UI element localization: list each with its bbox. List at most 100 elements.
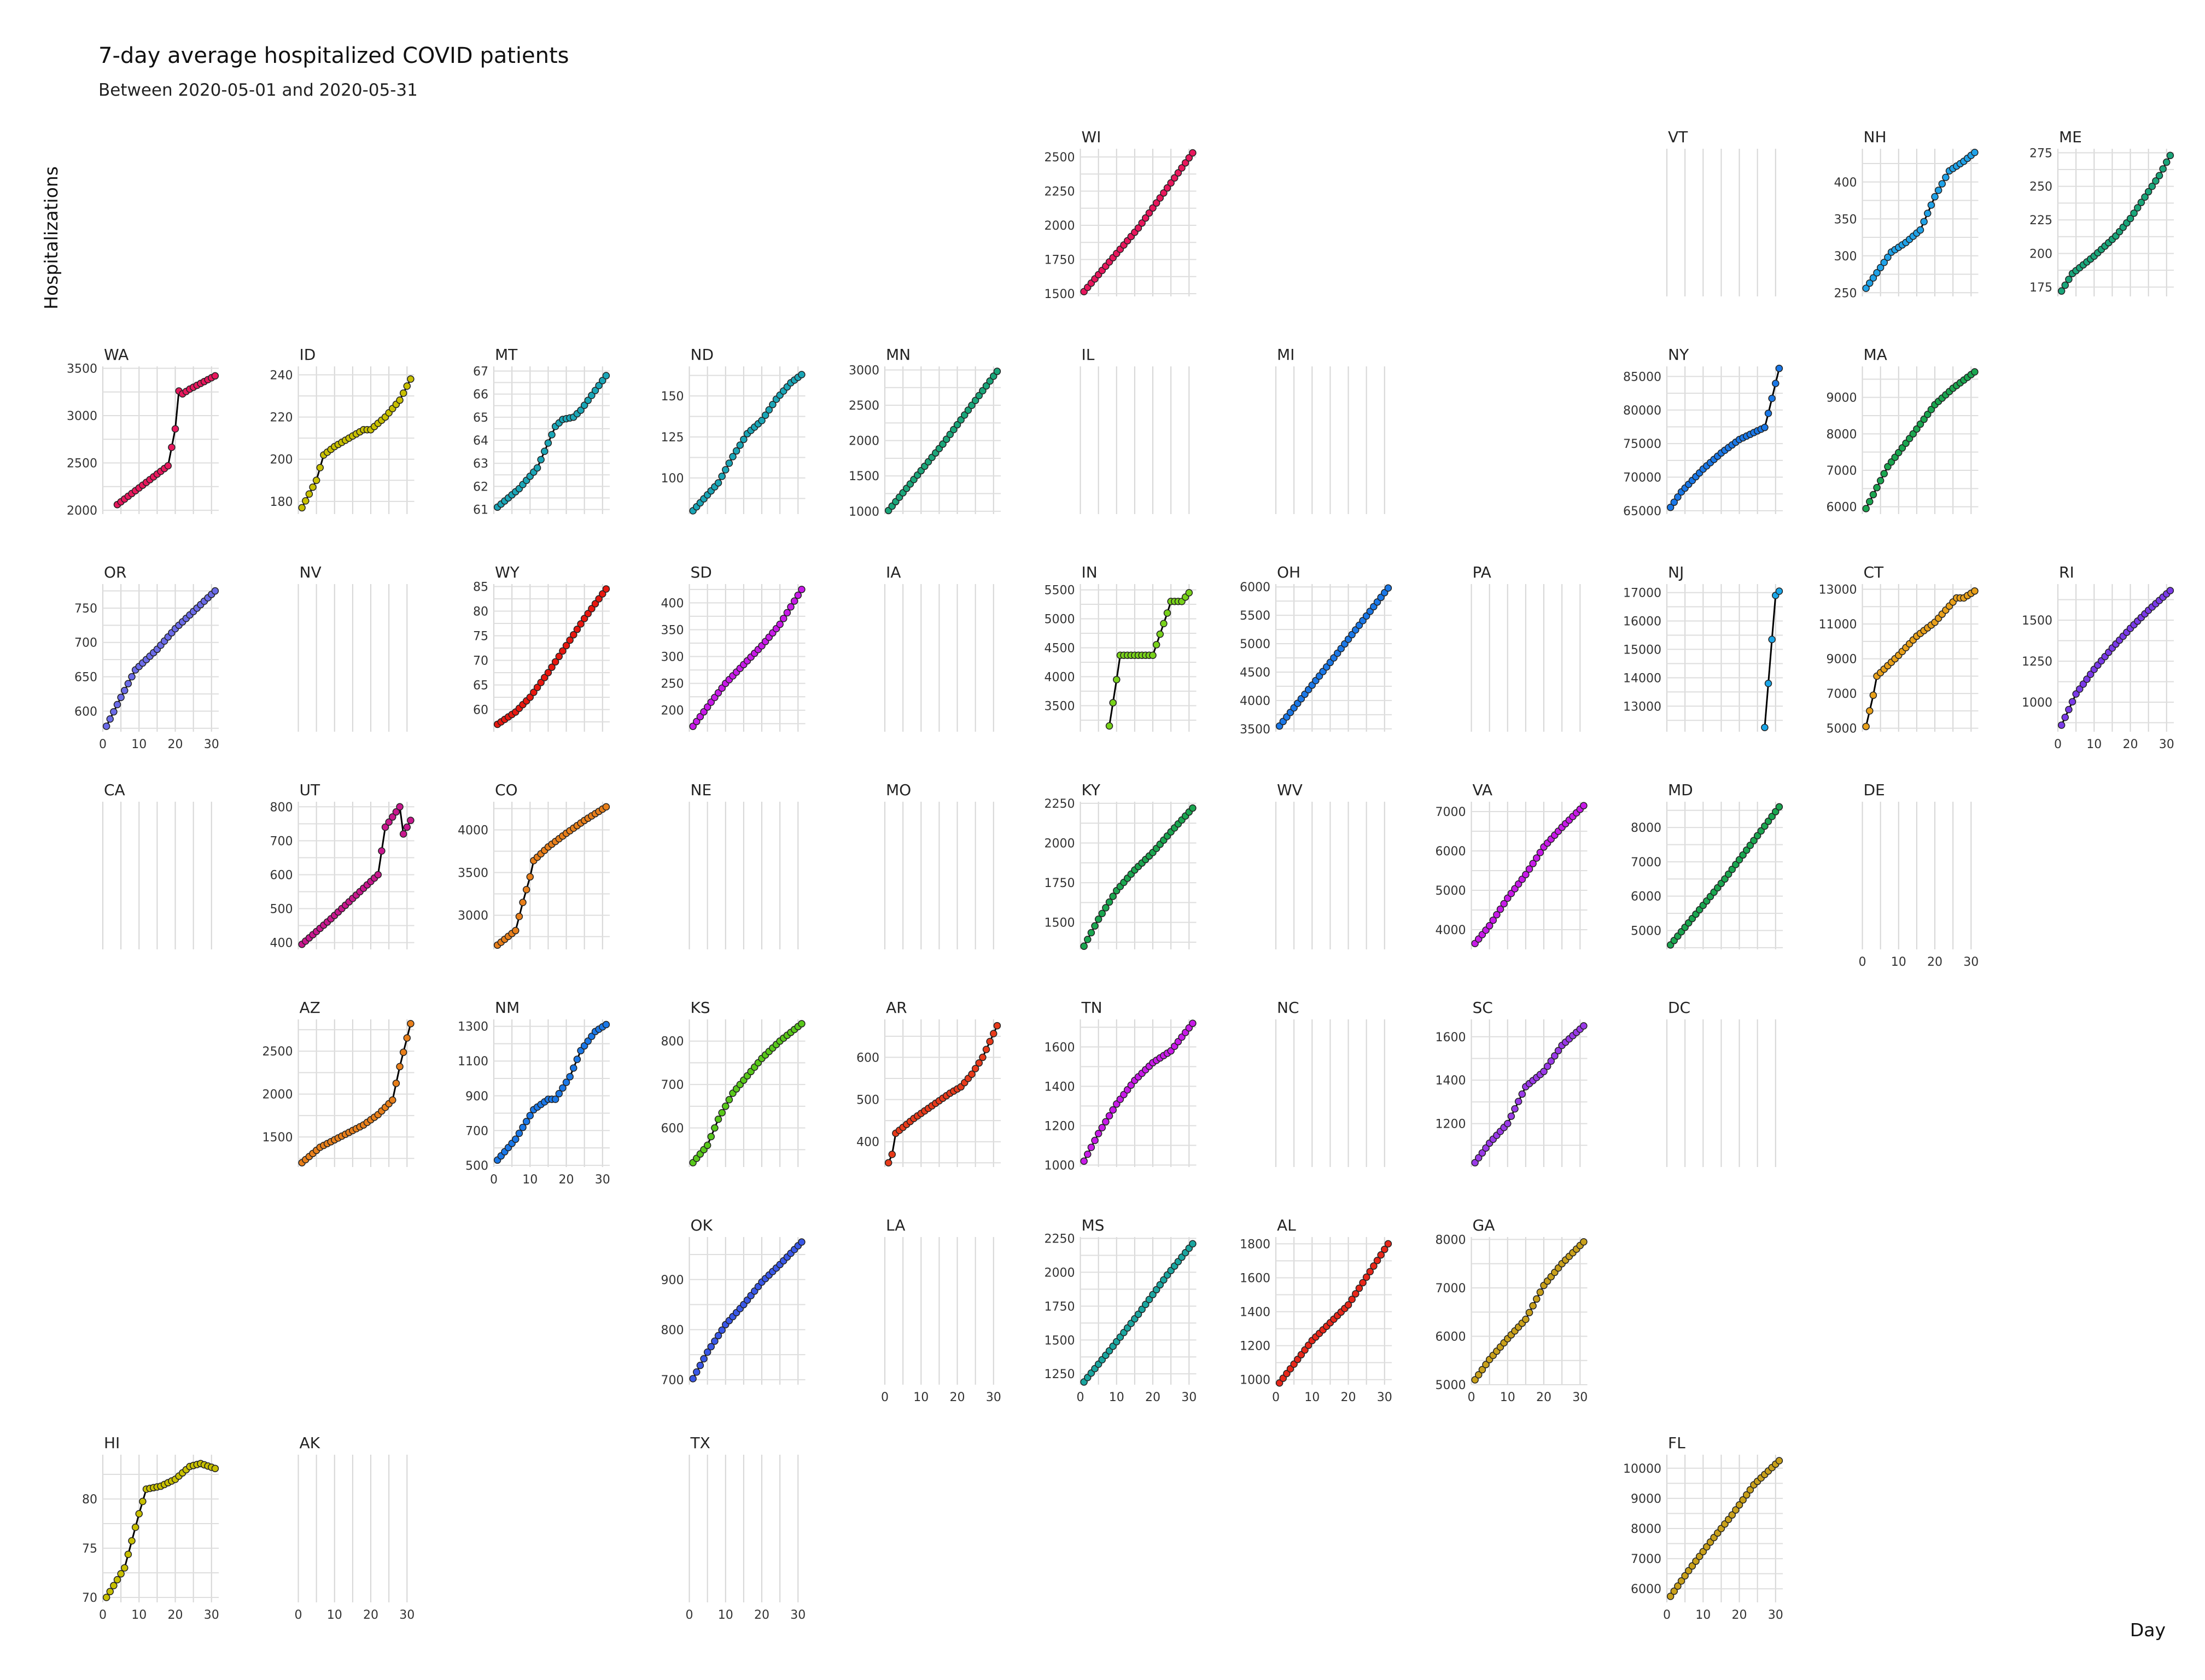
- y-tick-label: 2000: [1045, 219, 1075, 233]
- data-point: [1496, 905, 1504, 913]
- data-point: [1743, 1491, 1751, 1499]
- panel-label: TN: [1081, 999, 1102, 1017]
- data-point: [961, 411, 969, 419]
- y-tick-label: 13000: [1819, 584, 1857, 597]
- data-point: [689, 722, 697, 730]
- y-tick-label: 4000: [1436, 924, 1466, 937]
- data-point: [982, 1046, 990, 1053]
- data-point: [1504, 1119, 1512, 1128]
- data-point: [1152, 1286, 1160, 1294]
- data-point: [1384, 584, 1392, 592]
- y-tick-label: 350: [661, 623, 684, 637]
- panel-label: AR: [886, 999, 907, 1017]
- data-point: [1942, 173, 1950, 182]
- panel-dc: DC: [1666, 999, 1776, 1167]
- panel-pa: PA: [1471, 563, 1581, 732]
- y-tick-label: 8000: [1827, 428, 1857, 441]
- data-point: [1692, 1557, 1700, 1565]
- data-point: [1094, 1130, 1102, 1138]
- x-tick-label: 30: [986, 1391, 1001, 1404]
- data-point: [776, 620, 784, 628]
- data-point: [389, 813, 396, 821]
- data-point: [1703, 1543, 1711, 1551]
- x-tick-label: 10: [1304, 1391, 1320, 1404]
- panel-label: ME: [2059, 128, 2082, 146]
- data-point: [971, 396, 979, 405]
- data-point: [1471, 1376, 1479, 1384]
- data-point: [1909, 430, 1917, 438]
- y-tick-label: 5000: [1240, 638, 1270, 651]
- data-point: [986, 1037, 994, 1046]
- data-point: [714, 479, 722, 487]
- data-point: [1482, 1361, 1490, 1369]
- data-point: [121, 686, 129, 695]
- panel-nj: NJ 13000 14000 15000 16000 17000: [1623, 563, 1783, 732]
- x-tick-label: 10: [2086, 738, 2102, 751]
- y-tick-label: 5000: [1631, 924, 1661, 938]
- data-point: [1674, 1582, 1682, 1590]
- data-point: [1149, 204, 1157, 212]
- data-point: [1160, 1276, 1168, 1284]
- data-point: [559, 647, 567, 655]
- series-line: [301, 804, 412, 945]
- data-point: [135, 1510, 143, 1518]
- data-point: [131, 1524, 139, 1531]
- data-point: [1359, 1279, 1367, 1287]
- panel-label: SC: [1473, 999, 1493, 1017]
- data-point: [693, 1368, 701, 1376]
- data-point: [1580, 802, 1588, 809]
- data-point: [790, 597, 798, 605]
- x-tick-label: 20: [363, 1608, 378, 1622]
- y-tick-label: 6000: [1631, 1583, 1661, 1596]
- data-point: [1873, 483, 1881, 492]
- data-point: [1489, 916, 1497, 924]
- data-point: [1178, 164, 1186, 172]
- panel-label: KS: [691, 999, 710, 1017]
- y-tick-label: 7000: [1631, 856, 1661, 870]
- x-tick-label: 20: [1732, 1608, 1747, 1622]
- data-point: [968, 401, 976, 409]
- panel-sd: SD 200 250 300 350 400: [661, 563, 806, 732]
- data-point: [1138, 219, 1146, 227]
- x-tick-label: 30: [790, 1608, 806, 1622]
- panel-ut: UT 400 500 600 700 800: [270, 781, 415, 950]
- y-tick-label: 900: [465, 1090, 488, 1104]
- panel-label: WY: [495, 563, 520, 581]
- data-point: [780, 615, 788, 622]
- y-tick-label: 275: [2029, 147, 2052, 160]
- data-point: [957, 416, 965, 424]
- data-point: [1493, 911, 1501, 919]
- y-tick-label: 1100: [458, 1055, 488, 1069]
- data-point: [1916, 226, 1924, 234]
- y-tick-label: 300: [661, 651, 684, 664]
- panel-wi: WI 1500 1750 2000 2250 2500: [1045, 128, 1197, 301]
- data-point: [305, 490, 313, 498]
- y-tick-label: 7000: [1827, 464, 1857, 478]
- data-point: [1735, 1501, 1743, 1509]
- data-point: [128, 673, 136, 681]
- y-tick-label: 220: [270, 411, 293, 425]
- panel-label: ID: [300, 346, 316, 364]
- data-point: [124, 680, 132, 687]
- data-point: [787, 603, 795, 611]
- y-tick-label: 80000: [1623, 404, 1661, 418]
- data-point: [1761, 423, 1769, 431]
- data-point: [1500, 900, 1508, 908]
- data-point: [1688, 1562, 1696, 1570]
- data-point: [381, 823, 389, 831]
- panel-label: WV: [1277, 781, 1303, 799]
- panel-nd: ND 100 125 150: [661, 346, 806, 515]
- panel-ca: CA: [102, 781, 212, 949]
- panel-ct: CT 5000 7000 9000 11000 13000: [1819, 563, 1979, 736]
- data-point: [2130, 209, 2138, 217]
- data-point: [1547, 1057, 1555, 1065]
- data-point: [1518, 1090, 1526, 1098]
- y-tick-label: 70: [82, 1591, 97, 1605]
- panel-ky: KY 1500 1750 2000 2250: [1045, 781, 1197, 950]
- data-point: [1554, 1047, 1562, 1054]
- panel-label: OR: [104, 563, 127, 581]
- data-point: [942, 435, 950, 443]
- data-point: [1971, 587, 1979, 595]
- y-tick-label: 750: [74, 602, 97, 616]
- panel-sc: SC 1200 1400 1600: [1436, 999, 1588, 1167]
